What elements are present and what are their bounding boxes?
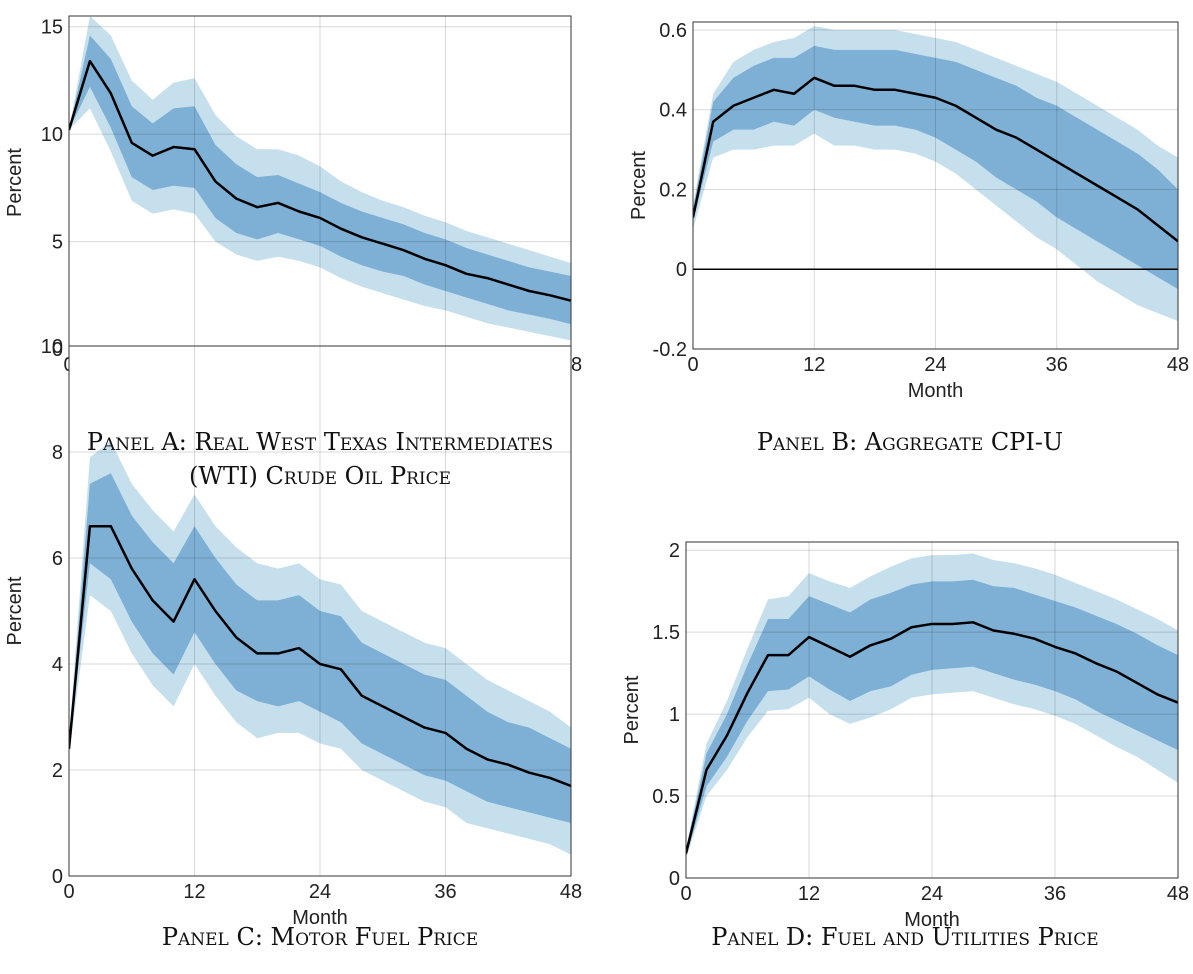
y-tick-label: -0.2 — [653, 339, 687, 361]
x-tick-label: 48 — [560, 881, 582, 903]
y-tick-label: 0.4 — [659, 100, 687, 122]
y-tick-label: 4 — [52, 654, 63, 676]
x-tick-label: 36 — [434, 881, 456, 903]
y-tick-label: 0.5 — [652, 786, 680, 808]
y-tick-label: 10 — [41, 124, 63, 146]
x-tick-label: 0 — [680, 883, 691, 905]
x-axis-title: Month — [904, 909, 960, 931]
x-tick-label: 0 — [63, 881, 74, 903]
y-tick-label: 0 — [52, 339, 63, 361]
y-tick-label: 10 — [41, 336, 63, 358]
x-tick-label: 36 — [1046, 354, 1068, 376]
panel-caption: Panel D: Fuel and Utilities Price — [711, 923, 1099, 951]
plot-frame — [692, 21, 1179, 350]
x-tick-label: 24 — [921, 883, 943, 905]
y-tick-label: 0.2 — [659, 179, 687, 201]
y-tick-label: 8 — [52, 442, 63, 464]
confidence-band — [69, 473, 571, 823]
x-tick-label: 0 — [687, 354, 698, 376]
line — [69, 59, 571, 302]
y-tick-label: 5 — [52, 232, 63, 254]
plot-frame — [68, 345, 572, 877]
x-tick-label: 36 — [1044, 883, 1066, 905]
y-axis-title: Percent — [4, 148, 26, 217]
x-tick-label: 48 — [1167, 883, 1189, 905]
panel-caption: Panel A: Real West Texas Intermediates (… — [86, 428, 554, 490]
line — [693, 76, 1178, 243]
line — [69, 524, 571, 788]
y-tick-label: 2 — [669, 540, 680, 562]
y-tick-label: 1.5 — [652, 622, 680, 644]
x-tick-label: 24 — [309, 881, 331, 903]
y-tick-label: 6 — [52, 548, 63, 570]
confidence-band — [686, 579, 1178, 857]
confidence-band — [693, 45, 1178, 290]
x-tick-label: 12 — [803, 354, 825, 376]
x-tick-label: 24 — [924, 354, 946, 376]
y-tick-label: 2 — [52, 760, 63, 782]
y-axis-title: Percent — [621, 675, 643, 744]
x-tick-label: 12 — [798, 883, 820, 905]
y-axis-title: Percent — [628, 151, 650, 220]
plot-frame — [685, 541, 1179, 879]
x-tick-label: 12 — [183, 881, 205, 903]
y-tick-label: 15 — [41, 17, 63, 39]
y-axis-title: Percent — [4, 576, 26, 645]
line — [686, 621, 1178, 854]
confidence-band — [69, 35, 571, 325]
y-tick-label: 0 — [52, 866, 63, 888]
y-tick-label: 0.6 — [659, 20, 687, 42]
x-axis-title: Month — [908, 380, 964, 402]
panel-caption: Panel B: Aggregate CPI-U — [756, 428, 1064, 456]
x-tick-label: 48 — [1167, 354, 1189, 376]
y-tick-label: 1 — [669, 704, 680, 726]
panel-caption: Panel C: Motor Fuel Price — [161, 923, 479, 951]
y-tick-label: 0 — [676, 259, 687, 281]
y-tick-label: 0 — [669, 868, 680, 890]
x-axis-title: Month — [292, 907, 348, 929]
